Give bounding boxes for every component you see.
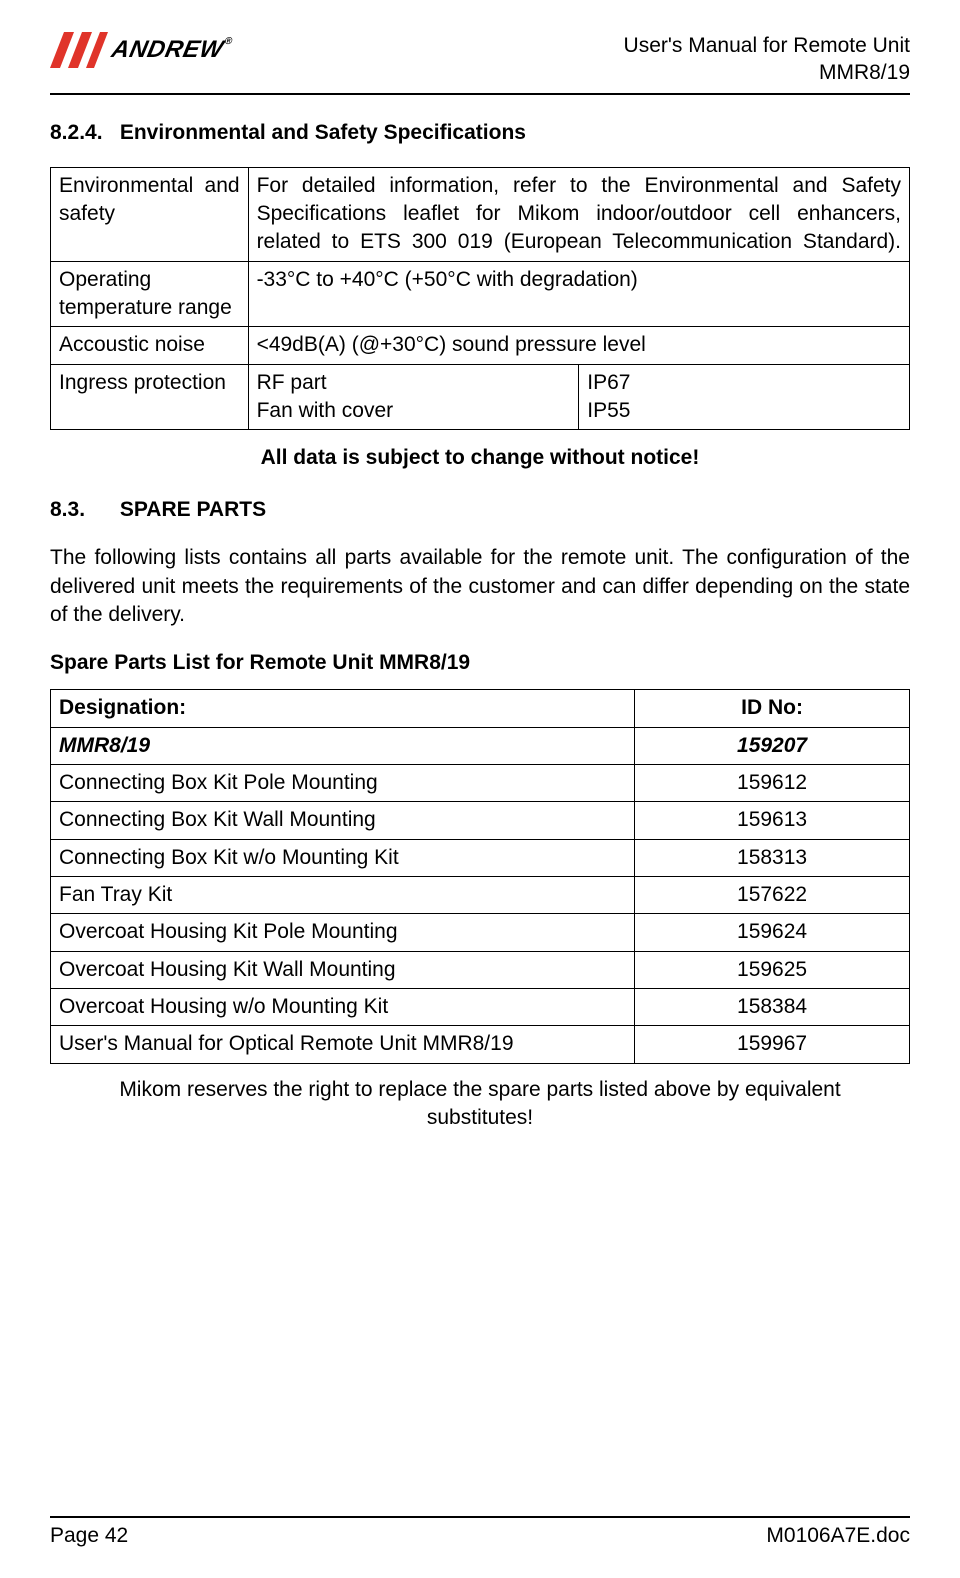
header-title: User's Manual for Remote Unit MMR8/19 [624,32,910,87]
table-header-row: Designation: ID No: [51,690,910,727]
spec-label: Accoustic noise [51,327,249,364]
section-83-title: SPARE PARTS [120,498,266,521]
table-row: Overcoat Housing w/o Mounting Kit 158384 [51,989,910,1026]
parts-id: 158313 [635,839,910,876]
parts-id: 159207 [635,727,910,764]
header-title-line2: MMR8/19 [624,59,910,86]
table-row: Connecting Box Kit Pole Mounting 159612 [51,765,910,802]
logo-text: ANDREW® [107,36,234,64]
parts-designation: Connecting Box Kit Wall Mounting [51,802,635,839]
table-row: Ingress protection RF part Fan with cove… [51,364,910,430]
page-footer: Page 42 M0106A7E.doc [50,1516,910,1548]
parts-designation: Connecting Box Kit Pole Mounting [51,765,635,802]
footer-page: Page 42 [50,1524,128,1548]
brand-logo: ANDREW® [50,32,231,68]
spec-ingress-parts: RF part Fan with cover [248,364,579,430]
logo-chevron-icon [50,32,108,68]
footer-rule [50,1516,910,1518]
table-row: Operating temperature range -33°C to +40… [51,261,910,327]
footer-docid: M0106A7E.doc [766,1524,910,1548]
ingress-rating-2: IP55 [587,397,901,425]
table-row: Overcoat Housing Kit Wall Mounting 15962… [51,951,910,988]
section-824-title: Environmental and Safety Specifications [120,121,526,144]
parts-designation: MMR8/19 [51,727,635,764]
parts-id: 157622 [635,877,910,914]
spare-parts-intro: The following lists contains all parts a… [50,544,910,629]
parts-designation: Fan Tray Kit [51,877,635,914]
ingress-rating-1: IP67 [587,369,901,397]
ingress-part-2: Fan with cover [257,397,571,425]
section-824-number: 8.2.4. [50,121,114,145]
parts-designation: Overcoat Housing w/o Mounting Kit [51,989,635,1026]
parts-designation: Overcoat Housing Kit Pole Mounting [51,914,635,951]
parts-id: 159625 [635,951,910,988]
section-83-number: 8.3. [50,498,114,522]
parts-designation: Overcoat Housing Kit Wall Mounting [51,951,635,988]
parts-table: Designation: ID No: MMR8/19 159207 Conne… [50,689,910,1063]
spec-table: Environmental and safety For detailed in… [50,167,910,431]
table-row: Overcoat Housing Kit Pole Mounting 15962… [51,914,910,951]
table-row: Environmental and safety For detailed in… [51,167,910,261]
table-row: MMR8/19 159207 [51,727,910,764]
change-notice: All data is subject to change without no… [50,446,910,470]
parts-list-heading: Spare Parts List for Remote Unit MMR8/19 [50,651,910,675]
parts-id: 159613 [635,802,910,839]
logo-registered: ® [224,36,234,47]
logo-word: ANDREW [109,36,226,63]
parts-id: 159624 [635,914,910,951]
table-row: Connecting Box Kit w/o Mounting Kit 1583… [51,839,910,876]
spec-value: For detailed information, refer to the E… [248,167,909,261]
parts-designation: Connecting Box Kit w/o Mounting Kit [51,839,635,876]
parts-designation: User's Manual for Optical Remote Unit MM… [51,1026,635,1063]
section-83-heading: 8.3. SPARE PARTS [50,498,910,522]
table-row: Connecting Box Kit Wall Mounting 159613 [51,802,910,839]
header-rule [50,93,910,95]
spec-value: <49dB(A) (@+30°C) sound pressure level [248,327,909,364]
parts-id: 158384 [635,989,910,1026]
page-header: ANDREW® User's Manual for Remote Unit MM… [50,32,910,93]
header-title-line1: User's Manual for Remote Unit [624,32,910,59]
table-row: Accoustic noise <49dB(A) (@+30°C) sound … [51,327,910,364]
table-row: Fan Tray Kit 157622 [51,877,910,914]
section-824-heading: 8.2.4. Environmental and Safety Specific… [50,121,910,145]
spec-label: Operating temperature range [51,261,249,327]
parts-id: 159967 [635,1026,910,1063]
spec-ingress-label: Ingress protection [51,364,249,430]
mikom-notice: Mikom reserves the right to replace the … [90,1076,870,1133]
ingress-part-1: RF part [257,369,571,397]
spec-label: Environmental and safety [51,167,249,261]
footer-row: Page 42 M0106A7E.doc [50,1524,910,1548]
table-row: User's Manual for Optical Remote Unit MM… [51,1026,910,1063]
spec-value: -33°C to +40°C (+50°C with degradation) [248,261,909,327]
col-designation: Designation: [51,690,635,727]
parts-id: 159612 [635,765,910,802]
spec-ingress-ratings: IP67 IP55 [579,364,910,430]
col-idno: ID No: [635,690,910,727]
